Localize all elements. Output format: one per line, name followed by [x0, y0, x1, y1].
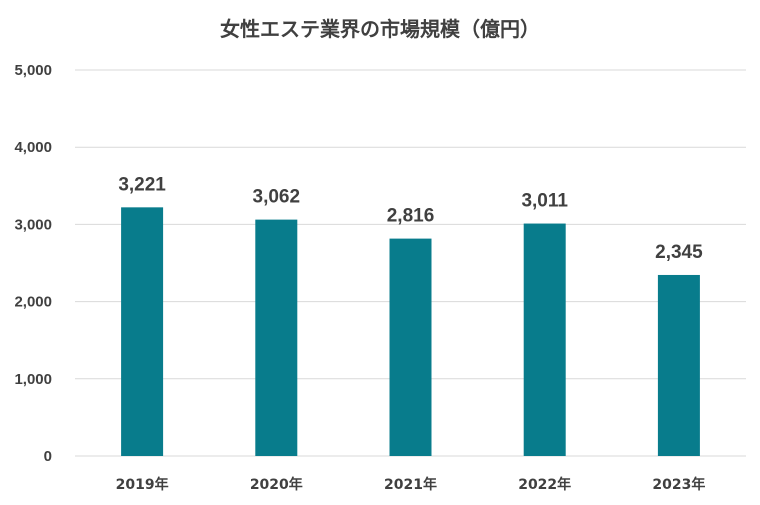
x-tick-label: 2022年	[518, 476, 571, 493]
data-label: 3,221	[118, 174, 166, 195]
y-tick-label: 2,000	[14, 294, 52, 311]
x-axis-ticks: 2019年 2020年 2021年 2022年 2023年	[116, 476, 706, 493]
data-labels: 3,221 3,062 2,816 3,011 2,345	[118, 174, 703, 263]
y-tick-label: 0	[44, 448, 52, 465]
bar	[657, 274, 700, 456]
bar	[121, 207, 164, 456]
data-label: 2,816	[387, 206, 435, 227]
bar	[523, 223, 566, 456]
x-tick-label: 2021年	[384, 476, 437, 493]
data-label: 2,345	[655, 242, 703, 263]
y-axis-ticks: 0 1,000 2,000 3,000 4,000 5,000	[14, 62, 52, 465]
chart-title: 女性エステ業界の市場規模（億円）	[220, 17, 540, 41]
bars	[121, 207, 700, 456]
bar	[255, 219, 298, 456]
x-tick-label: 2023年	[652, 476, 705, 493]
x-tick-label: 2020年	[250, 476, 303, 493]
bar	[389, 238, 432, 456]
y-tick-label: 4,000	[14, 139, 52, 156]
y-tick-label: 5,000	[14, 62, 52, 79]
x-tick-label: 2019年	[116, 476, 169, 493]
y-tick-label: 3,000	[14, 216, 52, 233]
y-tick-label: 1,000	[14, 371, 52, 388]
data-label: 3,011	[521, 191, 568, 212]
data-label: 3,062	[253, 187, 301, 208]
